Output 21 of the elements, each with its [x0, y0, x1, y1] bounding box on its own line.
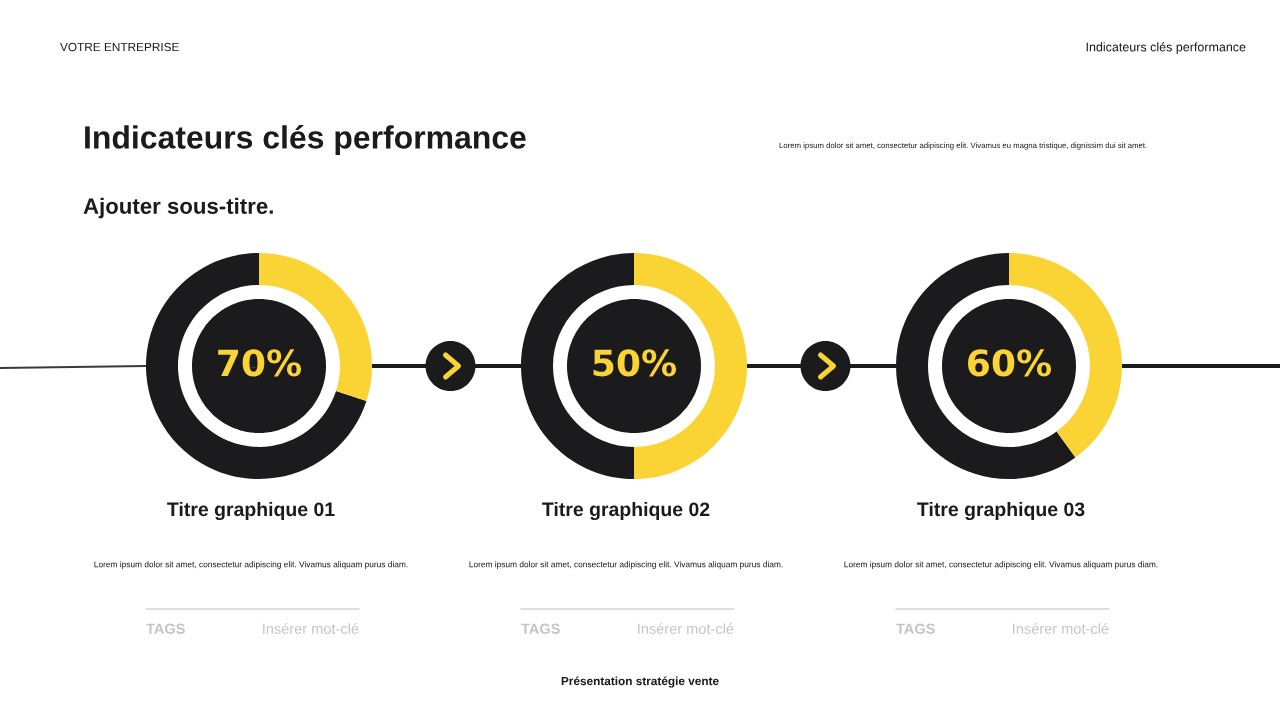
text: Insérer mot-clé — [638, 623, 734, 634]
text: TAGS — [896, 623, 935, 634]
text: Titre graphique 02 — [542, 501, 710, 521]
text: Indicateurs clés performance — [1086, 42, 1246, 54]
text: TAGS — [146, 623, 185, 634]
text: 50% — [593, 349, 677, 377]
text: Insérer mot-clé — [1013, 623, 1109, 634]
donut-slice — [146, 253, 367, 479]
text: 60% — [968, 349, 1052, 377]
text: Lorem ipsum dolor sit amet, consectetur adipiscing elit. Vivamus aliquam purus diam. — [94, 561, 408, 569]
text: Ajouter sous-titre. — [83, 197, 273, 219]
text: Lorem ipsum dolor sit amet, consectetur adipiscing elit. Vivamus aliquam purus diam. — [844, 561, 1158, 569]
text: Présentation stratégie vente — [561, 676, 719, 688]
text: Titre graphique 01 — [167, 501, 335, 521]
text: 70% — [218, 349, 302, 377]
text: VOTRE ENTREPRISE — [60, 42, 179, 52]
text: Insérer mot-clé — [263, 623, 359, 634]
text: Titre graphique 03 — [917, 501, 1085, 521]
text: Lorem ipsum dolor sit amet, consectetur adipiscing elit. Vivamus aliquam purus diam. — [469, 561, 783, 569]
text: TAGS — [521, 623, 560, 634]
text: Indicateurs clés performance — [85, 124, 526, 156]
